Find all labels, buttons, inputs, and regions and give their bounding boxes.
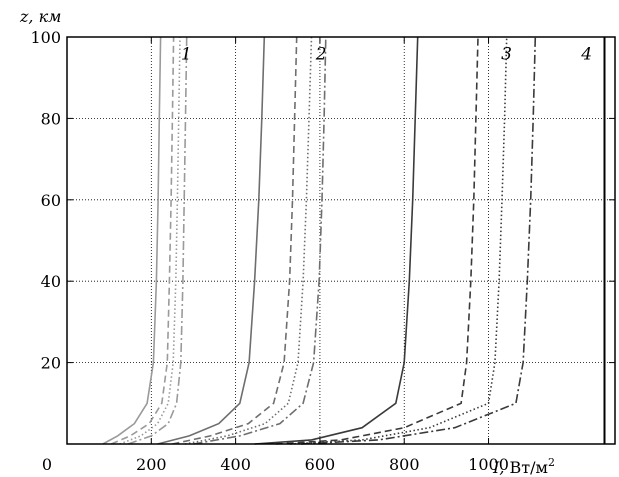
series-line-3-solid [254,36,419,445]
series-line-2-dashed [172,36,298,445]
x-tick-label: 400 [220,455,251,474]
x-tick-label: 200 [136,455,167,474]
series-label-2: 2 [315,44,327,64]
grid [67,37,615,444]
y-tick-label: 60 [41,191,61,210]
x-tick-label: 1000 [468,455,509,474]
series-line-2-dotted [184,36,313,445]
series-lines [102,36,606,445]
x-tick-label: 600 [305,455,336,474]
x-axis-symbol: I, [492,458,504,477]
series-line-3-dashed [275,36,479,445]
y-tick-label: 20 [41,354,61,373]
y-tick-label: 40 [41,272,61,291]
series-line-2-dashdot [193,36,327,445]
y-axis-label: z, км [19,7,61,26]
series-line-1-dashdot [127,36,188,445]
series-line-3-dotted [290,36,508,445]
x-tick-label: 0 [42,455,52,474]
series-line-1-solid [102,36,162,445]
series-line-2-solid [157,36,266,445]
x-tick-label: 800 [389,455,420,474]
x-axis-label: I, Вт/м2 [492,456,555,477]
plot-frame [66,36,616,445]
series-labels: 1 2 3 4 [181,44,592,64]
series-label-1: 1 [181,44,192,64]
series-label-3: 3 [501,44,512,64]
x-axis-unit-exp: 2 [548,456,555,469]
y-tick-label: 100 [30,28,61,47]
axis-ticks: 0 200 400 600 800 1000 20 40 60 80 100 [30,28,615,474]
series-line-1-dotted [119,36,181,445]
x-axis-unit: Вт/м [510,458,548,477]
y-tick-label: 80 [41,109,61,128]
series-line-1-dashed [110,36,175,445]
series-line-3-dashdot [300,36,537,445]
series-label-4: 4 [580,44,592,64]
